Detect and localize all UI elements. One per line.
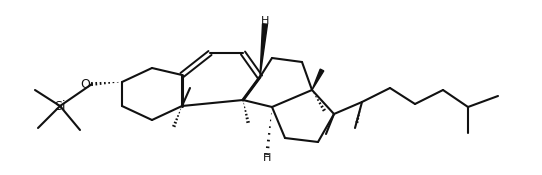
- Text: H: H: [261, 16, 269, 26]
- Text: O: O: [80, 78, 90, 90]
- Polygon shape: [260, 24, 268, 77]
- Polygon shape: [312, 69, 324, 90]
- Text: Si: Si: [54, 100, 66, 113]
- Text: H: H: [263, 153, 271, 163]
